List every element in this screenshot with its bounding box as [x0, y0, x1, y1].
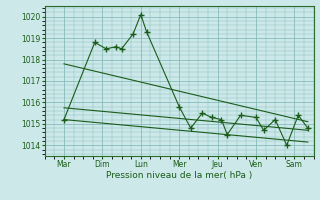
X-axis label: Pression niveau de la mer( hPa ): Pression niveau de la mer( hPa ) — [106, 171, 252, 180]
